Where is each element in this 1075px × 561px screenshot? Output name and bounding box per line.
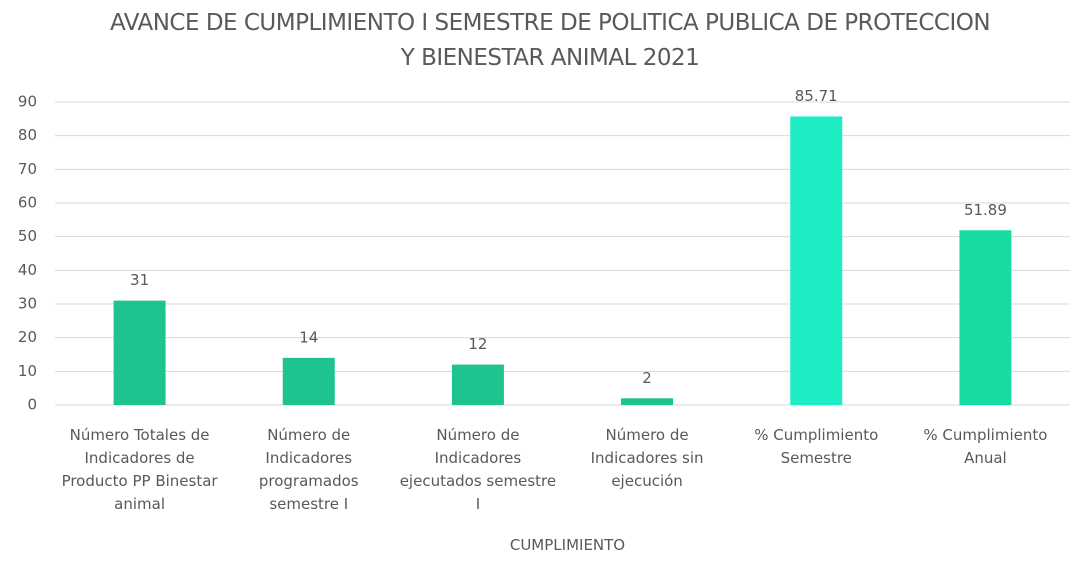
bar: [113, 300, 166, 405]
bar: [621, 398, 674, 405]
x-axis-label: CUMPLIMIENTO: [509, 536, 626, 554]
y-tick-label: 0: [27, 396, 37, 414]
y-tick-label: 40: [18, 261, 37, 279]
y-tick-label: 20: [18, 328, 37, 346]
data-label: 12: [468, 335, 487, 353]
x-tick-label: % Cumplimiento Anual: [923, 426, 1048, 467]
y-tick-label: 30: [18, 295, 37, 313]
data-label: 31: [130, 271, 149, 289]
data-label: 51.89: [964, 201, 1007, 219]
x-tick-label: Número de Indicadores ejecutados semestr…: [399, 426, 557, 513]
y-tick-label: 90: [18, 93, 37, 111]
y-tick-label: 80: [18, 126, 37, 144]
y-tick-label: 50: [18, 227, 37, 245]
bar: [790, 116, 843, 406]
x-tick-label: % Cumplimiento Semestre: [754, 426, 879, 467]
x-tick-label: Número de Indicadores programados semest…: [258, 426, 359, 513]
y-tick-label: 10: [18, 362, 37, 380]
bar: [959, 230, 1012, 405]
y-tick-label: 70: [18, 160, 37, 178]
data-label: 85.71: [795, 87, 838, 105]
data-label: 2: [642, 369, 652, 387]
data-label: 14: [299, 328, 318, 346]
x-tick-label: Número de Indicadores sin ejecución: [590, 426, 704, 490]
x-tick-label: Número Totales de Indicadores de Product…: [61, 426, 218, 513]
bar: [282, 357, 335, 405]
bar: [451, 364, 504, 405]
y-tick-label: 60: [18, 194, 37, 212]
chart-title: AVANCE DE CUMPLIMIENTO I SEMESTRE DE POL…: [109, 10, 991, 71]
